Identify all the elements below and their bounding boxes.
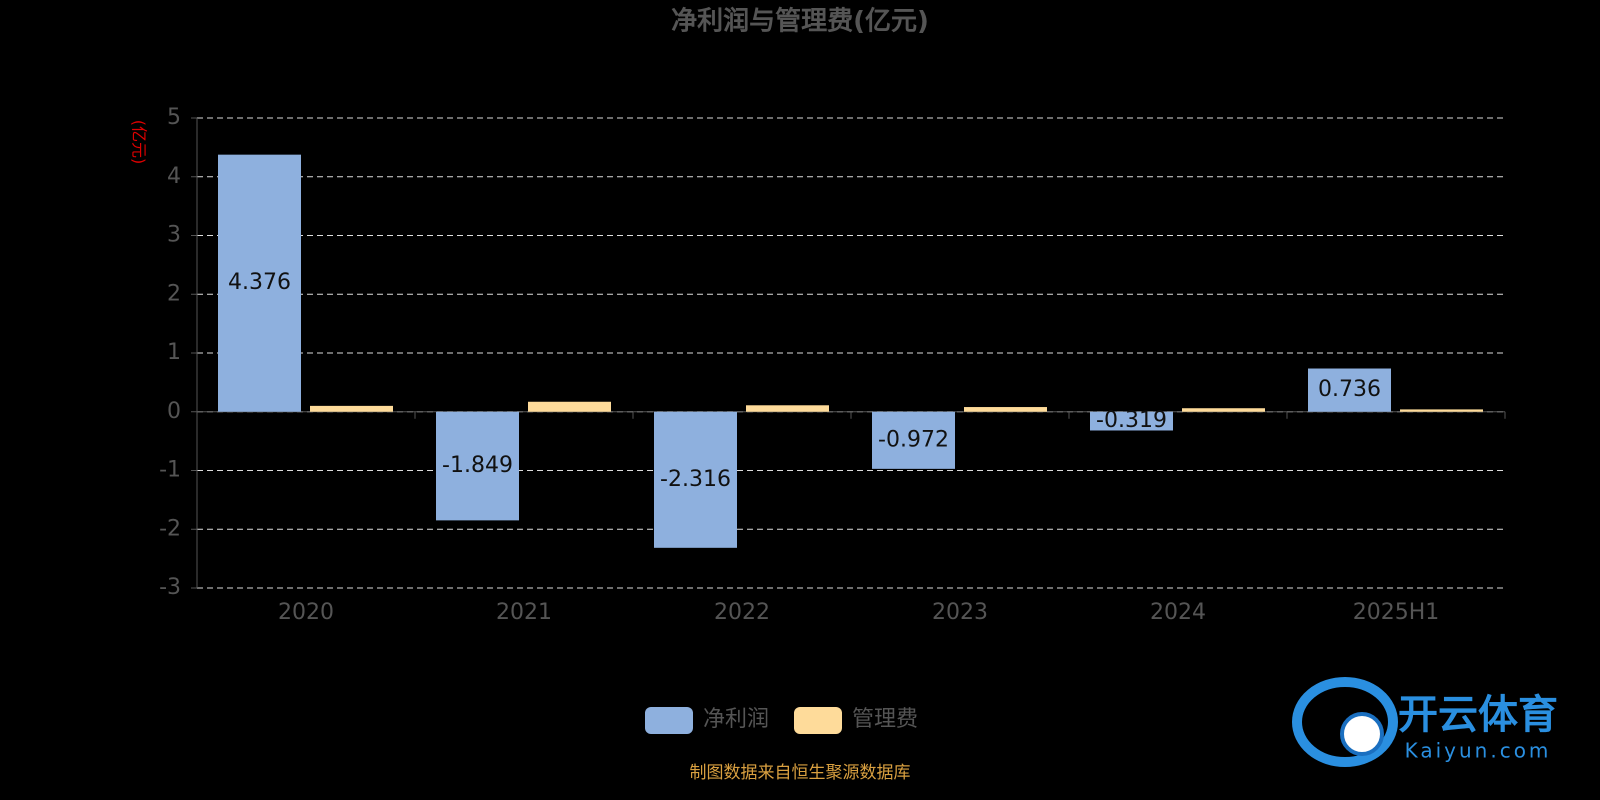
watermark-logo bbox=[1292, 677, 1398, 767]
y-tick-label: 2 bbox=[167, 281, 181, 306]
bar bbox=[218, 154, 301, 412]
x-tick-label: 2025H1 bbox=[1353, 600, 1440, 625]
bar bbox=[528, 401, 611, 412]
legend-label: 管理费 bbox=[852, 707, 918, 732]
value-label: 0.736 bbox=[1318, 377, 1381, 402]
value-label: -0.319 bbox=[1096, 408, 1167, 433]
bar bbox=[1182, 408, 1265, 412]
bar bbox=[1308, 368, 1391, 412]
y-tick-label: 3 bbox=[167, 223, 181, 248]
x-tick-label: 2021 bbox=[496, 600, 552, 625]
watermark: 开云体育 Kaiyun.com bbox=[1292, 677, 1558, 767]
legend-swatch bbox=[794, 707, 842, 734]
bar bbox=[1090, 411, 1173, 431]
x-tick-label: 2023 bbox=[932, 600, 988, 625]
y-tick-label: -3 bbox=[159, 575, 181, 600]
y-tick-label: 5 bbox=[167, 105, 181, 130]
y-tick-label: 4 bbox=[167, 164, 181, 189]
value-label: 4.376 bbox=[228, 270, 291, 295]
y-tick-label: 0 bbox=[167, 399, 181, 424]
bar bbox=[436, 411, 519, 521]
value-label: -0.972 bbox=[878, 427, 949, 452]
bar bbox=[964, 407, 1047, 412]
source-note: 制图数据来自恒生聚源数据库 bbox=[690, 763, 911, 783]
bar bbox=[746, 405, 829, 412]
watermark-brand: 开云体育 bbox=[1398, 692, 1558, 738]
bar bbox=[872, 411, 955, 469]
watermark-ball bbox=[1340, 712, 1384, 756]
x-tick-label: 2022 bbox=[714, 600, 770, 625]
y-tick-label: 1 bbox=[167, 340, 181, 365]
x-tick-label: 2020 bbox=[278, 600, 334, 625]
bar bbox=[1400, 409, 1483, 412]
bar bbox=[310, 405, 393, 412]
value-label: -1.849 bbox=[442, 453, 513, 478]
y-axis-label: (亿元) bbox=[130, 120, 149, 165]
watermark-url: Kaiyun.com bbox=[1405, 739, 1552, 763]
legend-label: 净利润 bbox=[703, 707, 769, 732]
legend-swatch bbox=[645, 707, 693, 734]
y-tick-label: -1 bbox=[159, 458, 181, 483]
x-tick-label: 2024 bbox=[1150, 600, 1206, 625]
value-label: -2.316 bbox=[660, 467, 731, 492]
y-tick-label: -2 bbox=[159, 516, 181, 541]
bar bbox=[654, 411, 737, 548]
chart-title: 净利润与管理费(亿元) bbox=[671, 6, 929, 37]
